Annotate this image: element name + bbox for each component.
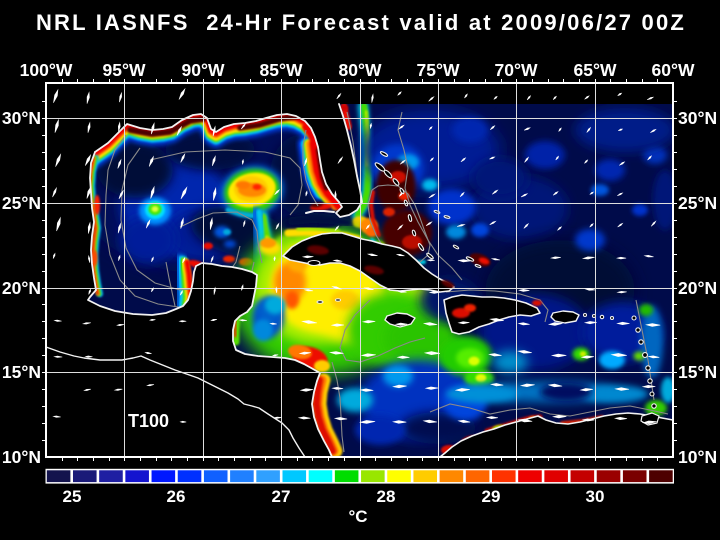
svg-text:65°W: 65°W	[574, 60, 617, 80]
svg-text:70°W: 70°W	[495, 60, 538, 80]
svg-text:10°N: 10°N	[678, 447, 717, 467]
svg-text:T100: T100	[128, 411, 169, 431]
svg-text:25: 25	[63, 487, 82, 506]
svg-text:60°W: 60°W	[652, 60, 695, 80]
svg-text:25°N: 25°N	[2, 193, 41, 213]
svg-text:30: 30	[586, 487, 605, 506]
svg-text:80°W: 80°W	[339, 60, 382, 80]
svg-text:29: 29	[482, 487, 501, 506]
svg-text:95°W: 95°W	[103, 60, 146, 80]
svg-text:27: 27	[272, 487, 291, 506]
svg-text:°C: °C	[348, 507, 367, 526]
svg-text:26: 26	[167, 487, 186, 506]
svg-text:20°N: 20°N	[2, 278, 41, 298]
svg-text:15°N: 15°N	[678, 362, 717, 382]
svg-text:28: 28	[377, 487, 396, 506]
svg-text:90°W: 90°W	[182, 60, 225, 80]
svg-text:30°N: 30°N	[2, 108, 41, 128]
svg-text:75°W: 75°W	[417, 60, 460, 80]
svg-text:30°N: 30°N	[678, 108, 717, 128]
svg-text:NRL IASNFS 24-Hr Forecast val: NRL IASNFS 24-Hr Forecast valid at 2009/…	[36, 10, 686, 35]
svg-text:25°N: 25°N	[678, 193, 717, 213]
svg-text:15°N: 15°N	[2, 362, 41, 382]
svg-text:20°N: 20°N	[678, 278, 717, 298]
svg-text:100°W: 100°W	[20, 60, 73, 80]
svg-text:10°N: 10°N	[2, 447, 41, 467]
svg-text:85°W: 85°W	[260, 60, 303, 80]
